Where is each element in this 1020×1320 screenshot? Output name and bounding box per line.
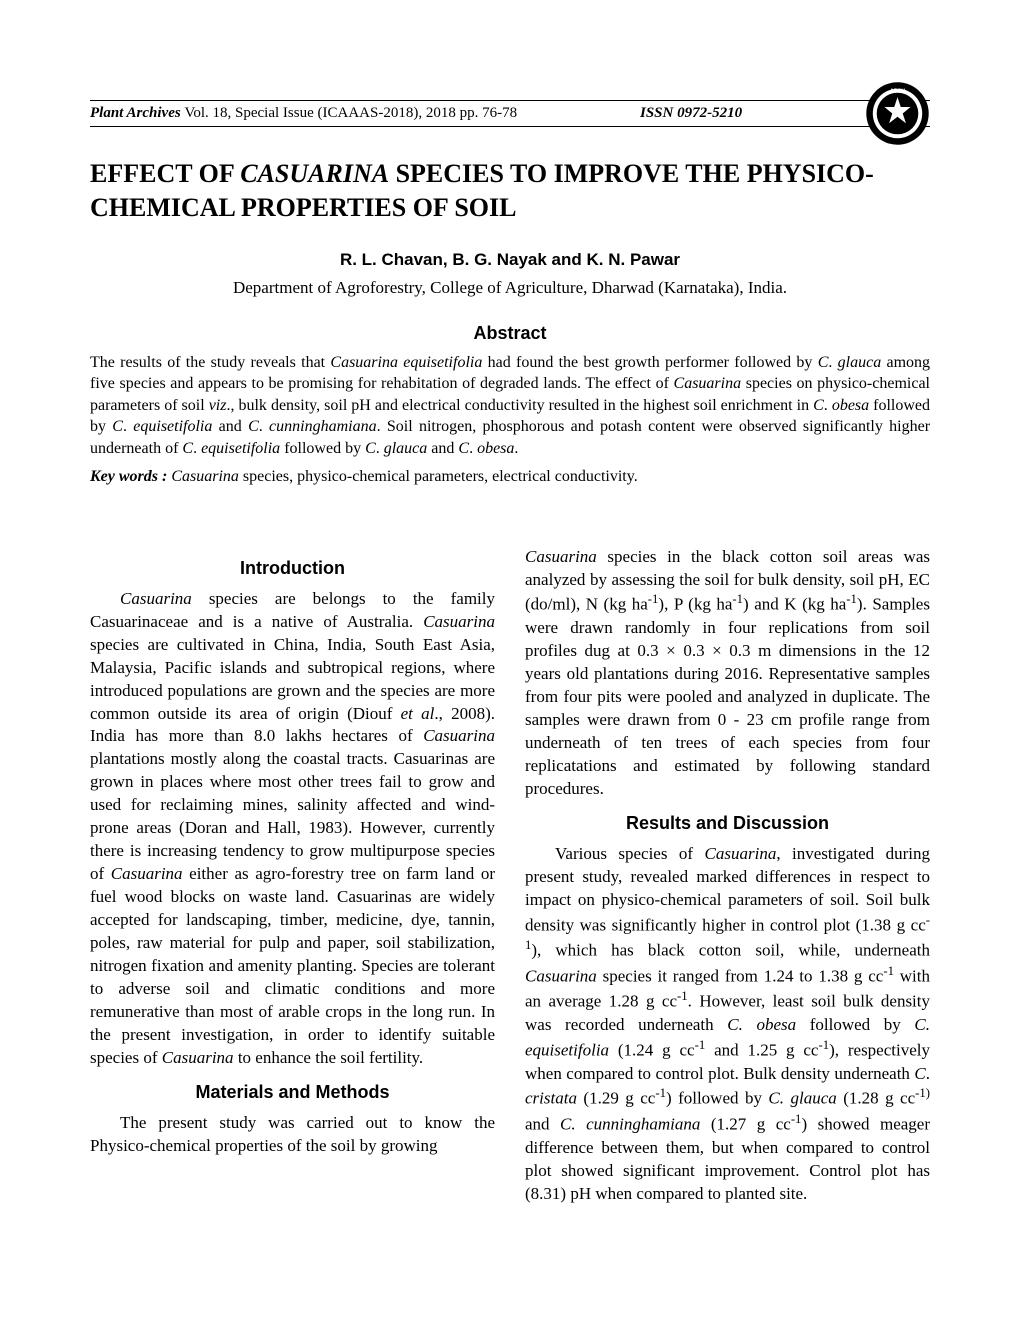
header-bar: Plant Archives Vol. 18, Special Issue (I… <box>90 100 930 127</box>
keywords: Key words : Casuarina species, physico-c… <box>90 468 930 486</box>
results-text: Various species of Casuarina, investigat… <box>525 843 930 1206</box>
journal-name: Plant Archives <box>90 105 181 121</box>
introduction-heading: Introduction <box>90 556 495 580</box>
title-pre: EFFECT OF <box>90 159 240 188</box>
article-title: EFFECT OF CASUARINA SPECIES TO IMPROVE T… <box>90 157 930 225</box>
abstract-heading: Abstract <box>90 323 930 344</box>
materials-heading: Materials and Methods <box>90 1080 495 1104</box>
left-column: Introduction Casuarina species are belon… <box>90 546 495 1206</box>
introduction-text: Casuarina species are belongs to the fam… <box>90 588 495 1070</box>
issn: ISSN 0972-5210 <box>640 105 742 122</box>
journal-logo-icon: ARCH <box>865 81 930 146</box>
keywords-italic: Casuarina <box>171 468 239 485</box>
body-columns: Introduction Casuarina species are belon… <box>90 546 930 1206</box>
journal-info: Plant Archives Vol. 18, Special Issue (I… <box>90 105 517 122</box>
page: Plant Archives Vol. 18, Special Issue (I… <box>0 0 1020 1265</box>
abstract-text: The results of the study reveals that Ca… <box>90 352 930 460</box>
title-italic: CASUARINA <box>240 159 389 188</box>
keywords-label: Key words : <box>90 468 171 485</box>
results-heading: Results and Discussion <box>525 811 930 835</box>
authors: R. L. Chavan, B. G. Nayak and K. N. Pawa… <box>90 250 930 270</box>
keywords-text: species, physico-chemical parameters, el… <box>239 468 638 485</box>
materials-continued: Casuarina species in the black cotton so… <box>525 546 930 801</box>
right-column: Casuarina species in the black cotton so… <box>525 546 930 1206</box>
svg-text:ARCH: ARCH <box>890 89 905 95</box>
affiliation: Department of Agroforestry, College of A… <box>90 278 930 298</box>
materials-text: The present study was carried out to kno… <box>90 1112 495 1158</box>
volume-info: Vol. 18, Special Issue (ICAAAS-2018), 20… <box>184 105 517 121</box>
